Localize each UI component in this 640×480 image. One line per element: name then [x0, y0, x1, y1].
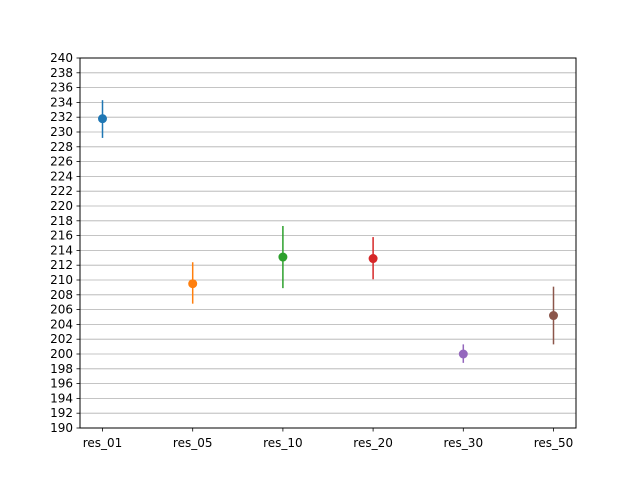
y-tick-label: 194 — [50, 391, 73, 405]
data-point-res_10 — [278, 252, 288, 262]
grid-lines — [80, 57, 576, 429]
y-tick-label: 226 — [50, 155, 73, 169]
y-tick-label: 218 — [50, 214, 73, 228]
plot-frame — [79, 57, 577, 429]
y-tick-label: 236 — [50, 81, 73, 95]
x-tick-label: res_01 — [83, 436, 123, 450]
y-tick-label: 198 — [50, 362, 73, 376]
y-tick-label: 196 — [50, 377, 73, 391]
y-tick-label: 232 — [50, 110, 73, 124]
data-point-res_50 — [549, 311, 558, 321]
data-point-res_01 — [98, 114, 107, 124]
x-tick-label: res_05 — [173, 436, 213, 450]
x-tick-label: res_20 — [353, 436, 393, 450]
axis-ticks: 1901921941961982002022042062082102122142… — [50, 51, 573, 450]
data-marks — [98, 100, 558, 363]
data-point-res_05 — [188, 279, 198, 289]
x-tick-label: res_50 — [534, 436, 574, 450]
x-tick-label: res_30 — [444, 436, 484, 450]
y-tick-label: 230 — [50, 125, 73, 139]
y-tick-label: 192 — [50, 406, 73, 420]
y-tick-label: 200 — [50, 347, 73, 361]
y-tick-label: 214 — [50, 243, 73, 257]
y-tick-label: 216 — [50, 229, 73, 243]
y-tick-label: 210 — [50, 273, 73, 287]
y-tick-label: 234 — [50, 95, 73, 109]
y-tick-label: 204 — [50, 317, 73, 331]
y-tick-label: 240 — [50, 51, 73, 65]
y-tick-label: 224 — [50, 169, 73, 183]
data-point-res_20 — [368, 254, 378, 264]
y-tick-label: 206 — [50, 303, 73, 317]
y-tick-label: 228 — [50, 140, 73, 154]
y-tick-label: 212 — [50, 258, 73, 272]
y-tick-label: 238 — [50, 66, 73, 80]
y-tick-label: 220 — [50, 199, 73, 213]
y-tick-label: 190 — [50, 421, 73, 435]
y-tick-label: 202 — [50, 332, 73, 346]
data-point-res_30 — [458, 349, 468, 359]
y-tick-label: 208 — [50, 288, 73, 302]
y-tick-label: 222 — [50, 184, 73, 198]
x-tick-label: res_10 — [263, 436, 303, 450]
